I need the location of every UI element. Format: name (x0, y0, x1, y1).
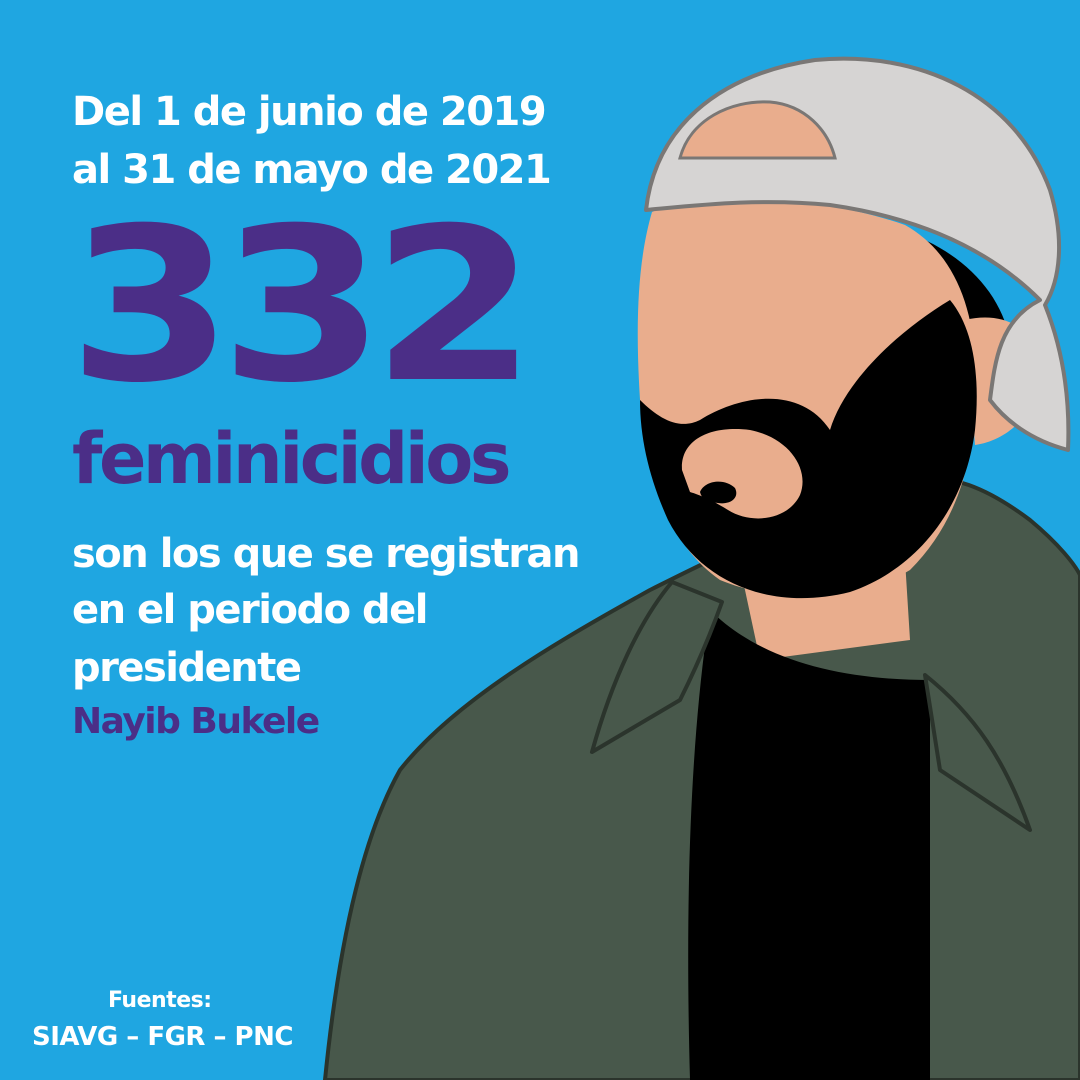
feminicide-count: 332 (68, 182, 537, 429)
beard-shape (640, 300, 977, 599)
date-range-start: Del 1 de junio de 2019 (72, 89, 547, 135)
description-line-1: son los que se registran (72, 531, 580, 577)
sources-label: Fuentes: (108, 988, 212, 1013)
description-line-3: presidente (72, 645, 302, 691)
collar-left (590, 580, 724, 754)
collar-right (923, 673, 1032, 832)
feminicide-label: feminicidios (72, 418, 512, 500)
president-name: Nayib Bukele (72, 701, 320, 742)
mouth-shape (700, 481, 737, 504)
sources-list: SIAVG – FGR – PNC (32, 1022, 293, 1052)
date-range-end: al 31 de mayo de 2021 (72, 147, 552, 193)
description-line-2: en el periodo del (72, 587, 429, 633)
tshirt-shape (688, 610, 930, 1080)
cap-opening-shape (678, 100, 837, 160)
